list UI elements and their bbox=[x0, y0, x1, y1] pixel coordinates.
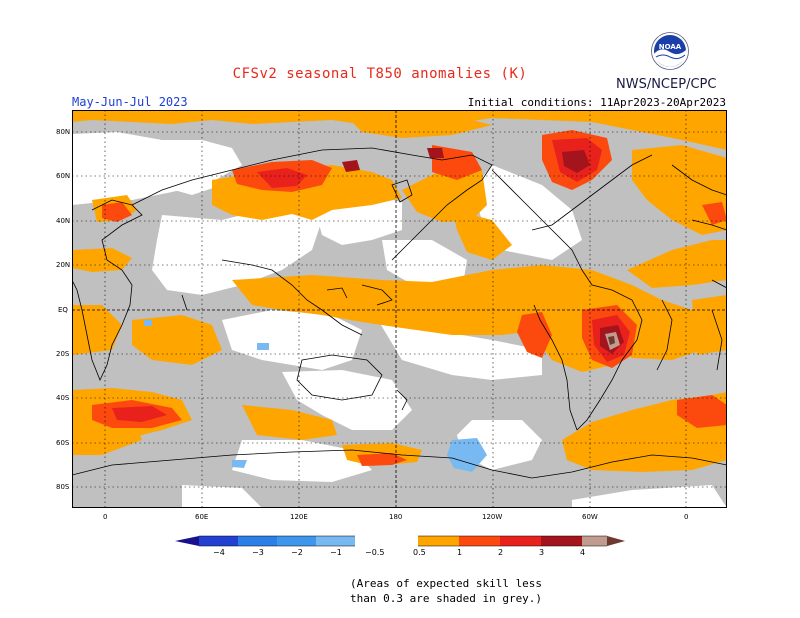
colorbar-swatch bbox=[199, 536, 238, 546]
anomaly-3-4 bbox=[342, 148, 624, 354]
colorbar-tick: 4 bbox=[580, 548, 586, 557]
skill-note-line2: than 0.3 are shaded in grey.) bbox=[350, 592, 543, 605]
logo-text: NOAA bbox=[659, 43, 682, 51]
colorbar-swatch bbox=[500, 536, 541, 546]
colorbar-swatch bbox=[418, 536, 459, 546]
lon-label: 0 bbox=[103, 513, 108, 521]
colorbar-tick: 1 bbox=[457, 548, 463, 557]
colorbar-swatch bbox=[238, 536, 277, 546]
colorbar-tick: 2 bbox=[498, 548, 504, 557]
lon-label: 0 bbox=[684, 513, 689, 521]
lat-label: 60S bbox=[56, 439, 70, 447]
colorbar-tick: −4 bbox=[213, 548, 225, 557]
map-frame bbox=[72, 110, 727, 508]
colorbar-swatch bbox=[607, 536, 625, 546]
lon-label: 120W bbox=[482, 513, 503, 521]
lat-label: 40S bbox=[56, 394, 70, 402]
noaa-logo-icon: NOAA bbox=[651, 32, 689, 70]
initial-conditions: Initial conditions: 11Apr2023-20Apr2023 bbox=[467, 96, 726, 109]
colorbar-tick: −0.5 bbox=[365, 548, 385, 557]
coastlines bbox=[72, 147, 727, 479]
agency-label: NWS/NCEP/CPC bbox=[616, 77, 717, 92]
map-svg bbox=[72, 110, 727, 508]
anomaly-map bbox=[72, 110, 727, 508]
colorbar-swatch bbox=[355, 536, 418, 546]
colorbar-tick: 0.5 bbox=[413, 548, 426, 557]
colorbar-swatch bbox=[175, 536, 199, 546]
lat-label: 20S bbox=[56, 350, 70, 358]
colorbar-tick: −3 bbox=[252, 548, 264, 557]
lon-label: 60W bbox=[582, 513, 598, 521]
lon-label: 180 bbox=[389, 513, 403, 521]
colorbar-swatch bbox=[277, 536, 316, 546]
lon-label: 60E bbox=[195, 513, 209, 521]
lat-label: 80N bbox=[56, 128, 71, 136]
lat-label: 40N bbox=[56, 217, 71, 225]
colorbar bbox=[175, 535, 625, 547]
skill-note-line1: (Areas of expected skill less bbox=[350, 577, 543, 590]
colorbar-outline bbox=[199, 535, 607, 547]
colorbar-swatch bbox=[459, 536, 500, 546]
colorbar-swatch bbox=[316, 536, 355, 546]
colorbar-tick: −1 bbox=[330, 548, 342, 557]
colorbar-tick: 3 bbox=[539, 548, 545, 557]
chart-title: CFSv2 seasonal T850 anomalies (K) bbox=[232, 66, 528, 82]
lat-label: 20N bbox=[56, 261, 71, 269]
anomaly-neg0p5-1 bbox=[144, 320, 487, 472]
graticule bbox=[72, 110, 727, 508]
lat-label: EQ bbox=[58, 306, 68, 314]
colorbar-tick: −2 bbox=[291, 548, 303, 557]
colorbar-swatch bbox=[541, 536, 582, 546]
lat-label: 60N bbox=[56, 172, 71, 180]
skill-note: (Areas of expected skill less than 0.3 a… bbox=[350, 576, 542, 606]
season-label: May-Jun-Jul 2023 bbox=[72, 95, 188, 109]
anomaly-gt5 bbox=[608, 336, 615, 345]
lon-label: 120E bbox=[290, 513, 308, 521]
lat-label: 80S bbox=[56, 483, 70, 491]
